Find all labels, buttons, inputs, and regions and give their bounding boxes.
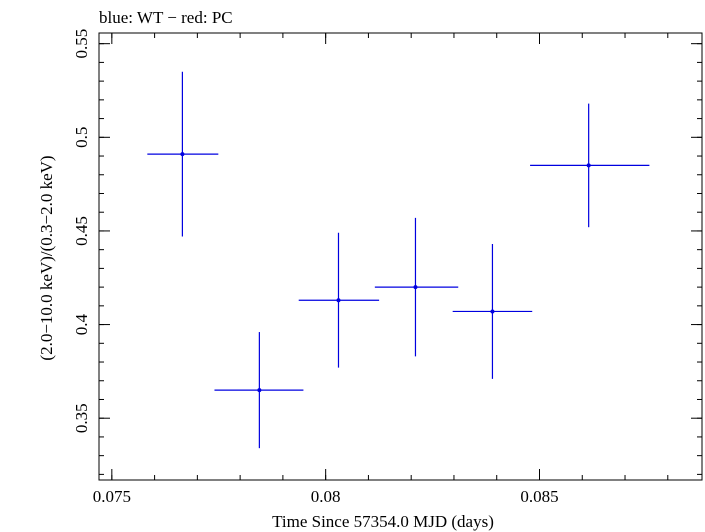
- x-tick-label: 0.085: [520, 487, 558, 506]
- data-point: [490, 309, 495, 314]
- data-point: [257, 388, 262, 393]
- y-tick-label: 0.55: [72, 29, 91, 59]
- data-point: [180, 152, 185, 157]
- y-tick-label: 0.4: [72, 313, 91, 335]
- data-point: [336, 298, 341, 303]
- x-tick-label: 0.08: [311, 487, 341, 506]
- y-tick-label: 0.45: [72, 216, 91, 246]
- y-tick-label: 0.5: [72, 127, 91, 148]
- x-axis-label: Time Since 57354.0 MJD (days): [272, 512, 494, 531]
- data-series-wt: [147, 71, 650, 449]
- x-tick-label: 0.075: [93, 487, 131, 506]
- axis-ticks: 0.075 0.08 0.085 0.35 0.4 0.45 0.5 0.55: [72, 29, 702, 506]
- y-tick-label: 0.35: [72, 403, 91, 433]
- chart-title: blue: WT − red: PC: [99, 8, 233, 27]
- plot-frame: [98, 32, 703, 481]
- data-point: [586, 163, 591, 168]
- data-point: [413, 285, 418, 290]
- y-axis-label: (2.0−10.0 keV)/(0.3−2.0 keV): [37, 155, 56, 360]
